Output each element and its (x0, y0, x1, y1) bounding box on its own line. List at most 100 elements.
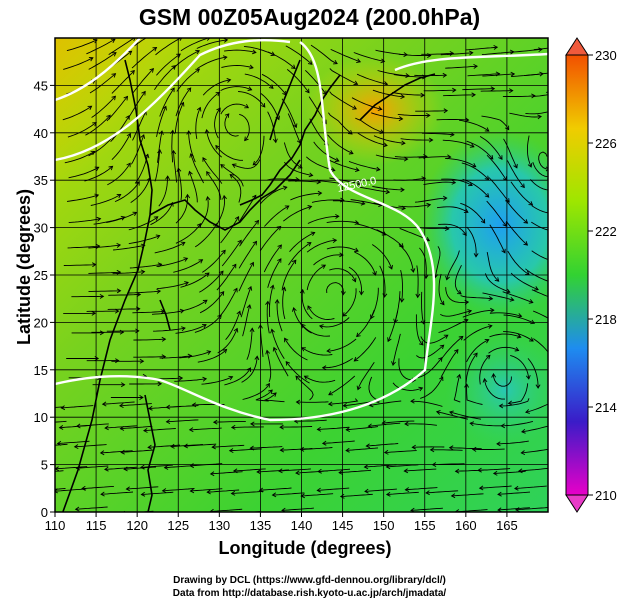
streamline-arrowhead (270, 328, 275, 334)
streamline-arrowhead (291, 259, 297, 265)
streamline-arrowhead (189, 488, 195, 494)
streamline (328, 112, 353, 135)
streamline (342, 288, 357, 317)
streamline (219, 288, 238, 316)
streamline-arrowhead (123, 466, 128, 472)
streamline-arrowhead (147, 444, 152, 450)
streamline-arrowhead (161, 488, 167, 494)
streamline (175, 223, 202, 244)
streamline (327, 134, 354, 155)
streamline (68, 218, 101, 224)
streamline-arrowhead (477, 467, 482, 473)
streamline-arrowhead (133, 38, 136, 42)
streamline (173, 259, 203, 273)
streamline-arrowhead (81, 485, 86, 491)
streamline (273, 347, 289, 377)
streamline (329, 177, 361, 185)
streamline (484, 273, 510, 293)
streamline (301, 347, 333, 356)
streamline-arrowhead (478, 485, 484, 491)
taiwan (159, 299, 171, 331)
streamline-arrowhead (119, 403, 124, 409)
streamline-arrowhead (307, 305, 312, 310)
korea-japan-coastline (149, 159, 301, 231)
streamline (525, 111, 548, 115)
streamline (75, 506, 108, 510)
streamline-arrowhead (377, 106, 383, 111)
streamline-arrowhead (73, 444, 79, 450)
streamline (503, 314, 535, 324)
streamline (220, 216, 239, 244)
streamline (121, 449, 154, 453)
streamline (421, 132, 454, 136)
streamline-arrowhead (187, 353, 193, 359)
streamline-arrowhead (327, 401, 333, 407)
streamline-arrowhead (561, 90, 565, 94)
height-contours (55, 38, 548, 422)
streamline (141, 491, 174, 495)
streamline (486, 252, 500, 282)
streamline-arrowhead (473, 253, 479, 258)
streamline (393, 74, 426, 78)
streamline (214, 107, 221, 139)
streamline (466, 140, 494, 160)
streamline (156, 53, 181, 76)
streamline (133, 38, 147, 47)
streamline-arrowhead (301, 323, 306, 329)
streamline-arrowhead (485, 354, 491, 360)
streamline (355, 223, 387, 236)
streamline-arrowhead (130, 69, 135, 75)
streamline (207, 489, 240, 493)
streamline (462, 178, 490, 198)
streamline (242, 304, 251, 337)
streamline (238, 241, 257, 269)
streamline-arrowhead (426, 113, 431, 118)
streamline (306, 239, 337, 253)
streamline (327, 338, 357, 352)
streamline-arrowhead (244, 103, 250, 109)
streamline (436, 119, 469, 121)
streamline (216, 264, 237, 291)
streamline-arrowhead (104, 425, 109, 431)
streamline (445, 65, 478, 69)
streamline-arrowhead (100, 491, 105, 497)
streamline-arrowhead (143, 428, 148, 433)
streamline (489, 312, 522, 317)
streamline (120, 425, 153, 430)
streamline (174, 102, 184, 134)
x-tick-label: 135 (250, 518, 272, 533)
streamline-arrowhead (507, 400, 513, 406)
streamline (156, 257, 188, 267)
streamline (533, 47, 548, 51)
streamline-arrowhead (469, 143, 475, 148)
streamline-arrowhead (247, 86, 253, 91)
streamline-arrowhead (404, 487, 410, 493)
streamline-arrowhead (451, 87, 457, 93)
streamline-arrowhead (221, 249, 226, 255)
streamline (525, 268, 548, 282)
streamline (356, 73, 388, 85)
streamline-arrowhead (490, 86, 496, 92)
streamline (90, 194, 121, 206)
streamline-arrowhead (171, 149, 177, 155)
streamline (301, 289, 313, 320)
streamline (480, 90, 513, 92)
streamline (356, 309, 375, 337)
streamline-arrowhead (473, 352, 478, 358)
streamline (489, 224, 506, 254)
streamline-arrowhead (206, 489, 211, 495)
streamline (263, 392, 285, 403)
streamline (63, 57, 94, 70)
y-tick-label: 40 (34, 126, 48, 141)
streamline (346, 426, 379, 431)
streamline (201, 92, 220, 119)
streamline (283, 205, 312, 222)
streamline-arrowhead (220, 164, 225, 169)
streamline-arrowhead (454, 468, 460, 474)
streamline (131, 134, 145, 165)
streamline (239, 220, 259, 247)
streamline-arrowhead (307, 60, 313, 65)
streamline-arrowhead (195, 68, 201, 73)
streamline (531, 205, 548, 214)
streamline-arrowhead (379, 129, 385, 134)
